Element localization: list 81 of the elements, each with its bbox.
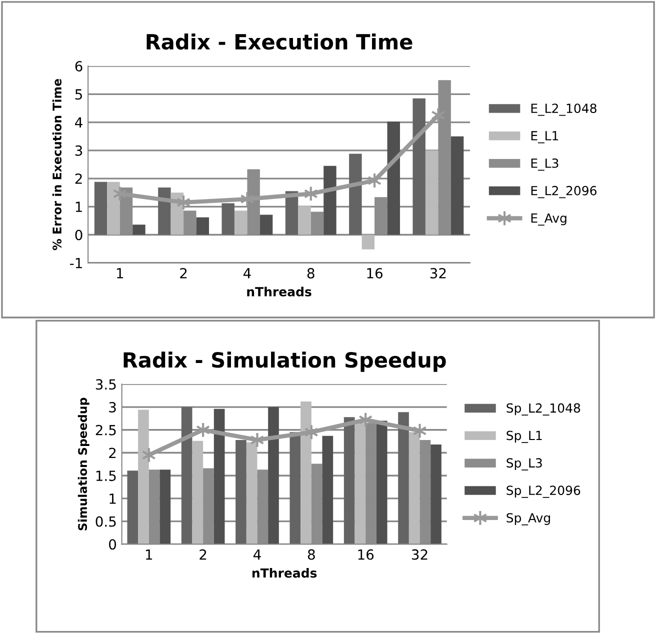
x-axis-title: nThreads <box>247 286 312 296</box>
y-tick-label: 2 <box>109 448 116 458</box>
bar <box>387 121 400 235</box>
bar <box>349 154 362 235</box>
bar <box>324 166 336 235</box>
x-tick-label: 8 <box>307 268 314 278</box>
y-tick-label: 3.5 <box>96 379 116 390</box>
legend-label: Sp_L2_2096 <box>506 486 580 498</box>
legend-label: E_L2_2096 <box>531 186 596 198</box>
bar <box>94 182 108 235</box>
chart-title: Radix - Simulation Speedup <box>124 352 446 372</box>
chart-title: Radix - Execution Time <box>146 34 412 50</box>
x-tick-label: 2 <box>200 549 206 560</box>
y-tick-label: 3 <box>75 145 82 156</box>
legend-label: Sp_L2_1048 <box>506 403 580 416</box>
bar <box>107 182 120 235</box>
y-tick-label: 0 <box>75 230 82 240</box>
bar <box>192 440 204 544</box>
bar <box>300 402 312 544</box>
x-tick-label: 1 <box>146 549 152 560</box>
bar <box>246 442 258 544</box>
bar <box>127 470 138 544</box>
x-tick-label: 16 <box>358 549 374 560</box>
legend-label: E_L2_1048 <box>531 104 596 116</box>
x-tick-label: 4 <box>243 268 251 278</box>
y-axis-title: % Error in Execution Time <box>52 79 62 250</box>
x-tick-label: 32 <box>412 549 428 560</box>
x-tick-label: 16 <box>367 268 382 278</box>
bar <box>196 217 210 235</box>
point <box>250 432 264 448</box>
y-tick-label: 1.5 <box>96 470 116 482</box>
bar <box>181 407 192 544</box>
x-axis-title: nThreads <box>252 568 317 578</box>
bar <box>408 432 420 544</box>
y-tick-label: 4 <box>75 117 82 128</box>
bar <box>132 224 146 235</box>
legend-label: Sp_L3 <box>506 458 542 470</box>
x-tick-label: 8 <box>308 549 315 560</box>
bar <box>214 408 225 544</box>
y-tick-label: 3 <box>109 402 116 413</box>
legend-label: Sp_L1 <box>506 430 542 443</box>
bar <box>290 432 301 544</box>
bar <box>268 407 279 544</box>
y-tick-label: 5 <box>75 89 82 100</box>
y-tick-label: 2.5 <box>96 424 116 436</box>
bar <box>160 470 171 544</box>
y-tick-label: -1 <box>70 258 82 268</box>
bar <box>412 98 426 235</box>
bar <box>354 420 366 544</box>
y-tick-label: 0 <box>109 539 116 550</box>
bar <box>376 420 388 544</box>
legend-label: E_L1 <box>531 131 558 144</box>
bar <box>236 440 246 544</box>
bar <box>450 136 464 235</box>
x-tick-label: 4 <box>254 549 261 560</box>
bar <box>430 444 442 544</box>
bar <box>222 203 234 235</box>
legend-label: Sp_Avg <box>506 513 550 526</box>
legend-label: E_L3 <box>531 158 558 171</box>
legend-label: E_Avg <box>531 214 566 226</box>
y-tick-label: 1 <box>76 202 82 212</box>
bar <box>298 206 311 235</box>
bar <box>158 188 171 235</box>
bar <box>234 210 248 235</box>
bar <box>398 412 409 544</box>
x-tick-label: 1 <box>116 268 124 278</box>
bar <box>425 150 438 235</box>
bar <box>285 191 298 235</box>
y-tick-label: 2 <box>75 173 82 184</box>
bar <box>362 234 375 250</box>
y-tick-label: 0.5 <box>96 516 116 527</box>
bar <box>138 410 149 544</box>
y-tick-label: 1 <box>110 494 116 504</box>
point <box>412 422 427 439</box>
bar <box>260 214 273 235</box>
bar <box>322 436 334 544</box>
y-tick-label: 6 <box>75 61 82 72</box>
x-tick-label: 32 <box>430 268 446 278</box>
y-axis-title: Simulation Speedup <box>78 398 90 530</box>
bar <box>344 417 355 544</box>
x-tick-label: 2 <box>180 268 187 278</box>
